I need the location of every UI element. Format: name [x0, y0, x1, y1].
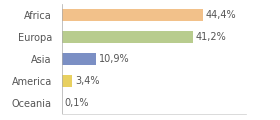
- Text: 41,2%: 41,2%: [195, 32, 226, 42]
- Text: 3,4%: 3,4%: [75, 76, 99, 86]
- Bar: [62, 53, 96, 65]
- Text: 0,1%: 0,1%: [64, 98, 89, 108]
- Bar: [62, 31, 193, 43]
- Text: 44,4%: 44,4%: [206, 10, 236, 20]
- Bar: [62, 9, 203, 21]
- Text: 10,9%: 10,9%: [99, 54, 130, 64]
- Bar: [62, 75, 73, 87]
